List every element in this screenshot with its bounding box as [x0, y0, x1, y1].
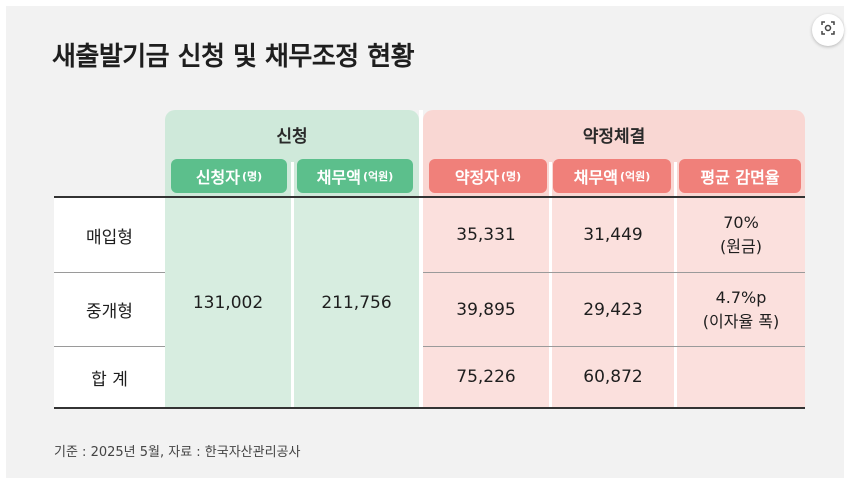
page-title: 새출발기금 신청 및 채무조정 현황: [52, 42, 415, 72]
column-unit: (명): [500, 170, 522, 183]
column-unit: (억원): [362, 170, 394, 183]
column-header-reduction: 평균 감면율: [679, 159, 801, 193]
column-header-applicants: 신청자 (명): [171, 159, 287, 193]
source-footnote: 기준 : 2025년 5월, 자료 : 한국자산관리공사: [54, 445, 301, 460]
column-unit: (억원): [619, 170, 651, 183]
table-top-rule: [54, 196, 805, 198]
cell-purchase-reduction: 70% (원금): [677, 198, 805, 272]
cell-purchase-debt-agreed: 31,449: [583, 225, 643, 245]
cell-total-debt-agreed: 60,872: [583, 367, 643, 387]
reduction-note: (이자율 폭): [702, 311, 780, 331]
column-header-debt-agreed: 채무액 (억원): [553, 159, 671, 193]
row-label-purchase: 매입형: [86, 227, 133, 248]
row-divider: [54, 346, 165, 347]
column-divider: [549, 162, 552, 408]
cell-total-agreed: 75,226: [456, 367, 516, 387]
column-divider: [674, 162, 677, 408]
column-divider: [291, 162, 294, 408]
cell-applicants: 131,002: [192, 292, 264, 313]
cell-purchase-agreed: 35,331: [456, 225, 516, 245]
group-title-apply: 신청: [276, 127, 308, 147]
row-label-intermediary: 중개형: [86, 302, 133, 322]
row-label-total: 합 계: [91, 369, 128, 390]
row-label-column: [54, 197, 165, 408]
column-label: 채무액: [573, 168, 618, 187]
row-divider: [423, 346, 805, 347]
column-label: 신청자: [195, 168, 240, 187]
cell-intermediary-debt-agreed: 29,423: [583, 299, 643, 320]
cell-intermediary-reduction: 4.7%p (이자율 폭): [677, 273, 805, 346]
cell-intermediary-agreed: 39,895: [456, 299, 516, 320]
column-label: 채무액: [316, 168, 361, 187]
reduction-note: (원금): [720, 237, 762, 256]
column-header-debt-applied: 채무액 (억원): [297, 159, 413, 193]
column-label: 약정자: [454, 168, 499, 187]
column-header-agreed: 약정자 (명): [429, 159, 547, 193]
table-bottom-rule: [54, 407, 805, 409]
column-label: 평균 감면율: [700, 168, 780, 187]
column-divider: [419, 110, 423, 408]
column-unit: (명): [241, 170, 263, 183]
reduction-value: 70%: [723, 213, 759, 232]
lens-icon: [820, 20, 836, 40]
row-divider: [54, 272, 165, 273]
cell-debt-applied: 211,756: [321, 292, 392, 313]
image-search-button[interactable]: [812, 14, 844, 46]
reduction-value: 4.7%p: [715, 287, 767, 307]
agreement-body: [423, 197, 805, 408]
group-title-agreement: 약정체결: [582, 127, 646, 147]
row-divider: [423, 272, 805, 273]
